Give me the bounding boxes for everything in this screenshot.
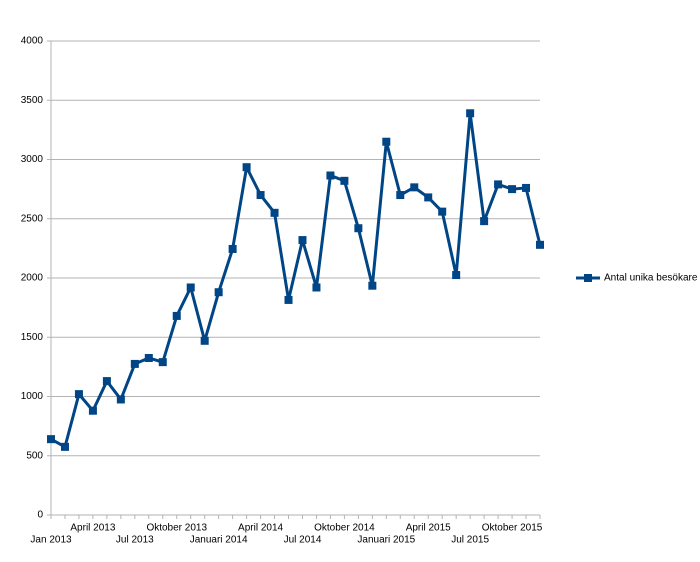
point — [228, 244, 237, 253]
point — [312, 283, 321, 292]
point — [396, 191, 405, 200]
point — [508, 185, 517, 194]
y-tick-label: 3500 — [21, 95, 44, 106]
x-tick-label: April 2014 — [238, 523, 283, 534]
point — [270, 208, 279, 217]
x-tick-label: Januari 2014 — [190, 535, 248, 546]
y-tick-label: 2500 — [21, 213, 44, 224]
y-tick-label: 2000 — [21, 273, 44, 284]
x-tick-label: Oktober 2014 — [314, 523, 375, 534]
point — [88, 406, 97, 415]
point — [536, 240, 544, 249]
y-tick-label: 1500 — [21, 332, 44, 343]
y-tick-label: 3000 — [21, 154, 44, 165]
y-tick-label: 0 — [37, 510, 43, 521]
point — [172, 311, 181, 320]
point — [74, 390, 83, 399]
point — [130, 359, 139, 368]
y-tick-label: 4000 — [21, 36, 44, 47]
series-line — [50, 111, 542, 449]
point — [256, 191, 265, 200]
point — [410, 183, 419, 192]
x-tick-label: Jul 2014 — [284, 535, 322, 546]
x-tick-label: April 2013 — [70, 523, 115, 534]
point — [102, 377, 111, 386]
point — [424, 193, 433, 202]
point — [494, 180, 503, 189]
point — [298, 236, 307, 245]
point — [522, 183, 531, 192]
point — [438, 207, 447, 216]
x-tick-label: Oktober 2015 — [482, 523, 543, 534]
point — [186, 283, 195, 292]
point — [382, 137, 391, 146]
x-tick-label: Oktober 2013 — [146, 523, 207, 534]
x-tick-label: April 2015 — [406, 523, 451, 534]
legend-label: Antal unika besökare — [604, 273, 698, 284]
point — [284, 295, 293, 304]
point — [116, 395, 125, 404]
point — [466, 109, 475, 118]
x-tick-label: Januari 2015 — [357, 535, 415, 546]
point — [354, 224, 363, 233]
point — [480, 217, 489, 226]
point — [47, 435, 55, 444]
point — [214, 288, 223, 297]
point — [452, 271, 461, 280]
point — [340, 176, 349, 185]
point — [242, 163, 251, 172]
point — [158, 358, 167, 367]
x-tick-label: Jan 2013 — [30, 535, 72, 546]
x-tick-label: Jul 2013 — [116, 535, 154, 546]
x-tick-label: Jul 2015 — [451, 535, 489, 546]
y-tick-label: 1000 — [21, 391, 44, 402]
point — [200, 336, 209, 345]
point — [60, 442, 69, 451]
point — [144, 353, 153, 362]
point — [326, 171, 335, 180]
point — [368, 281, 377, 290]
legend-marker — [584, 274, 592, 282]
y-tick-label: 500 — [26, 450, 43, 461]
